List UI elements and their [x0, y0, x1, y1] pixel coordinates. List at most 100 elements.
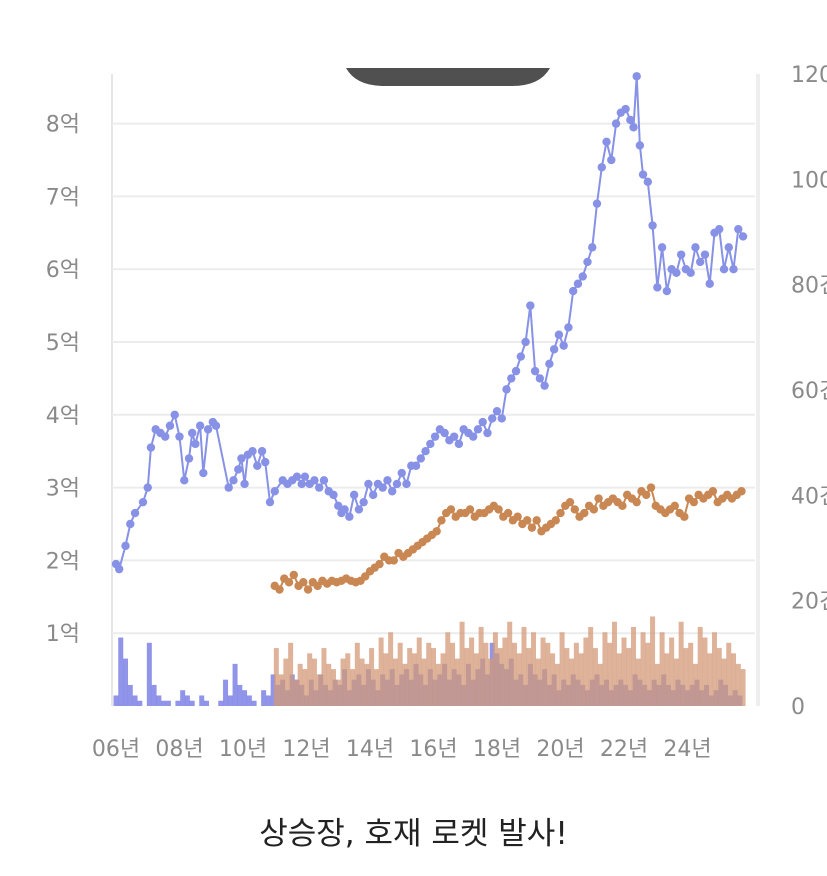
volume-bar — [450, 642, 456, 706]
y-right-tick-label: 20건 — [791, 590, 827, 615]
volume-bar — [292, 679, 298, 706]
volume-bar — [678, 621, 684, 706]
volume-bar — [702, 637, 708, 706]
volume-bar — [311, 658, 317, 706]
data-point — [551, 516, 560, 525]
volume-bar — [161, 700, 167, 706]
x-tick-label: 12년 — [282, 737, 330, 762]
data-point — [446, 505, 456, 514]
data-point — [689, 497, 699, 507]
data-point — [638, 170, 648, 179]
data-point — [292, 472, 302, 481]
volume-bar — [607, 642, 613, 706]
volume-bar — [232, 663, 238, 706]
data-point — [676, 250, 686, 259]
data-point — [397, 468, 406, 478]
data-point — [234, 465, 243, 474]
volume-bar — [416, 637, 422, 706]
volume-bar — [502, 637, 508, 706]
volume-bar — [545, 642, 551, 706]
data-point — [165, 421, 175, 430]
data-point — [421, 447, 430, 456]
data-point — [670, 501, 679, 510]
data-point — [138, 497, 148, 507]
data-point — [275, 585, 284, 594]
volume-bar — [469, 637, 475, 706]
volume-bar — [473, 653, 479, 706]
data-point — [700, 250, 710, 259]
data-point — [121, 541, 130, 551]
x-tick-label: 10년 — [219, 737, 267, 762]
data-point — [602, 137, 611, 146]
volume-bar — [340, 658, 346, 706]
data-point — [203, 425, 213, 434]
volume-bar — [507, 621, 513, 706]
volume-bar — [616, 653, 622, 706]
data-point — [191, 439, 200, 449]
volume-bar — [440, 653, 446, 706]
volume-bar — [373, 669, 379, 706]
data-point — [345, 512, 354, 521]
volume-bar — [650, 616, 656, 706]
data-point — [349, 490, 359, 500]
volume-bar — [156, 695, 162, 706]
x-tick-label: 16년 — [409, 737, 457, 762]
data-point — [522, 516, 532, 525]
volume-bar — [402, 663, 408, 706]
data-point — [248, 447, 257, 456]
data-point — [130, 508, 140, 518]
volume-bar — [392, 658, 398, 706]
volume-bar — [497, 648, 503, 706]
volume-bar — [569, 658, 575, 706]
data-point — [253, 461, 262, 470]
data-point — [554, 330, 564, 339]
volume-bar — [711, 632, 717, 706]
data-point — [449, 432, 459, 441]
data-point — [691, 243, 700, 252]
volume-bar — [464, 648, 470, 706]
data-point — [564, 323, 573, 332]
data-point — [588, 243, 597, 252]
y-left-tick-label: 6억 — [46, 258, 80, 283]
volume-bar — [184, 695, 190, 706]
data-point — [437, 516, 446, 525]
volume-bar — [180, 690, 186, 706]
volume-bar — [588, 627, 594, 706]
data-point — [170, 410, 179, 419]
data-point — [705, 279, 714, 288]
volume-bar — [483, 642, 489, 706]
volume-bar — [631, 627, 637, 706]
volume-bar — [621, 637, 627, 706]
volume-bar — [199, 695, 205, 706]
data-point — [629, 123, 638, 132]
volume-bar — [175, 700, 181, 706]
data-point — [440, 428, 449, 438]
y-left-tick-label: 5억 — [46, 331, 80, 356]
data-point — [114, 564, 124, 574]
data-point — [383, 476, 392, 485]
volume-bar — [265, 695, 271, 706]
y-left-tick-label: 4억 — [46, 404, 80, 429]
x-tick-label: 20년 — [536, 737, 584, 762]
data-point — [310, 476, 319, 485]
data-point — [388, 487, 397, 496]
data-point — [607, 155, 616, 165]
y-right-tick-label: 80건 — [791, 274, 827, 299]
data-point — [329, 490, 338, 500]
volume-bar — [146, 642, 152, 706]
data-point — [359, 497, 368, 507]
data-point — [175, 432, 184, 441]
volume-bar — [246, 695, 252, 706]
data-point — [719, 265, 729, 274]
volume-bar — [251, 700, 257, 706]
data-point — [465, 505, 475, 514]
data-point — [594, 494, 603, 503]
data-point — [578, 272, 587, 281]
volume-bar — [697, 627, 703, 706]
data-point — [530, 366, 540, 376]
y-left-tick-label: 8억 — [46, 113, 80, 138]
volume-bar — [735, 663, 741, 706]
data-point — [432, 527, 441, 536]
volume-bar — [359, 658, 365, 706]
volume-bar — [330, 669, 336, 706]
